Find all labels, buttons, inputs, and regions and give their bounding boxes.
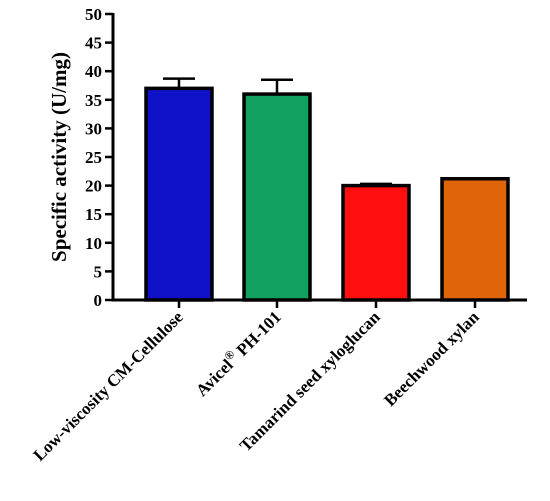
bar-0	[144, 86, 214, 302]
y-tick-label-1: 5	[94, 262, 103, 281]
y-tick-label-3: 15	[85, 205, 102, 224]
x-category-label-3: Beechwood xylan	[380, 307, 483, 410]
x-labels-layer: Low-viscosity CM-Cellulose Avicel® PH-101…	[29, 305, 483, 465]
error-bars-layer	[163, 77, 392, 186]
y-tick-label-6: 30	[85, 119, 102, 138]
y-tick-label-4: 20	[85, 177, 102, 196]
bar-2	[341, 183, 411, 302]
bar-3	[440, 176, 510, 302]
x-category-label-1: Avicel® PH-101	[190, 305, 285, 400]
bars-layer	[144, 86, 510, 308]
y-ticks-layer: 0 5 10 15 20 25 30 35 40 45 50	[85, 5, 113, 310]
y-tick-label-7: 35	[85, 91, 102, 110]
x-category-label-0: Low-viscosity CM-Cellulose	[29, 307, 187, 465]
y-tick-label-9: 45	[85, 34, 102, 53]
y-tick-label-0: 0	[94, 291, 103, 310]
y-tick-label-5: 25	[85, 148, 102, 167]
y-tick-label-2: 10	[85, 234, 102, 253]
y-tick-label-10: 50	[85, 5, 102, 24]
bar-1	[242, 92, 312, 302]
y-tick-label-8: 40	[85, 62, 102, 81]
y-axis-title: Specific activity (U/mg)	[47, 52, 71, 262]
